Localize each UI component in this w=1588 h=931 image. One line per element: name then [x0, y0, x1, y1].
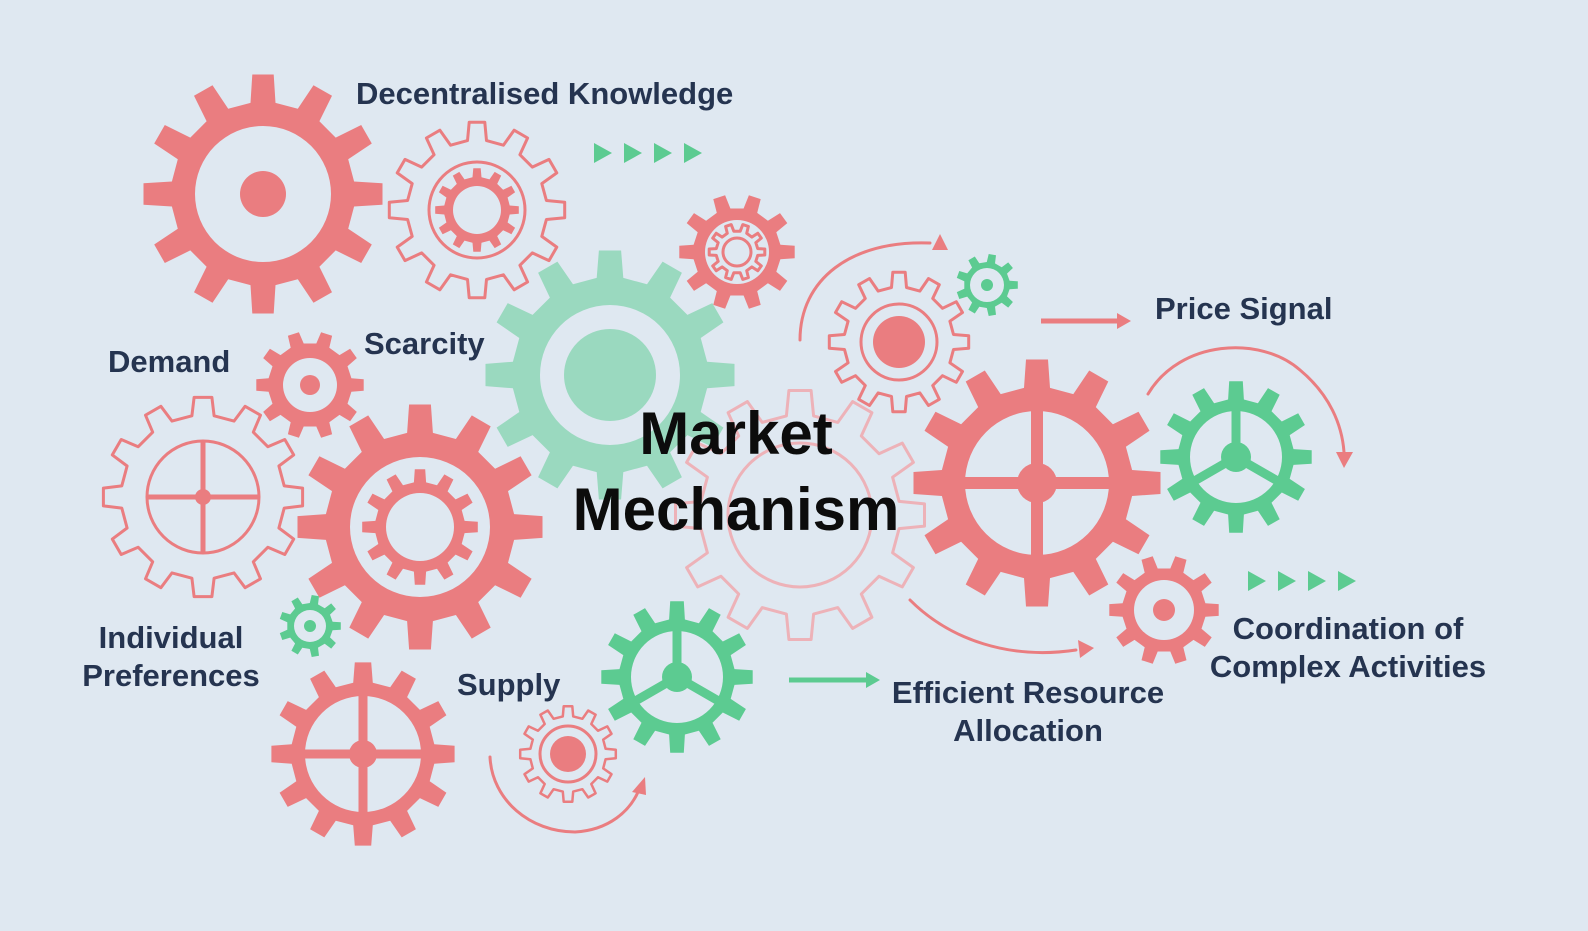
gear-icon — [256, 332, 364, 438]
diagram-title: Market Mechanism — [536, 396, 936, 548]
label-individual-preferences-line1: Individual — [98, 620, 244, 655]
label-efficient-line2: Allocation — [953, 713, 1103, 748]
label-supply: Supply — [457, 667, 561, 702]
label-individual-preferences: Individual Preferences — [66, 619, 276, 695]
gear-cluster-back — [485, 250, 926, 641]
gear-icon — [485, 250, 735, 500]
play-chevron-icon — [1248, 571, 1356, 591]
label-coordination-line2: Complex Activities — [1209, 649, 1487, 684]
label-efficient-resource-allocation: Efficient Resource Allocation — [878, 674, 1178, 750]
gear-icon — [297, 404, 543, 650]
gear-icon — [1109, 556, 1219, 664]
arrow-icon — [488, 755, 646, 834]
gear-cluster — [101, 74, 1312, 846]
gear-icon — [674, 389, 926, 641]
gear-icon — [518, 704, 618, 804]
arrow-icon — [1041, 313, 1131, 329]
gear-icon — [143, 74, 383, 314]
gear-icon — [387, 120, 567, 300]
label-individual-preferences-line2: Preferences — [82, 658, 260, 693]
label-demand: Demand — [108, 344, 231, 379]
arrow-icon — [1146, 346, 1353, 468]
label-scarcity: Scarcity — [364, 326, 485, 361]
gear-icon — [707, 223, 767, 281]
gear-icon — [271, 662, 455, 846]
gear-icon — [601, 601, 753, 753]
gear-icon — [362, 469, 478, 585]
gear-icon — [1160, 381, 1312, 533]
title-line1: Market — [639, 400, 833, 467]
arrow-icon — [798, 234, 948, 342]
arrows-and-chevrons — [488, 143, 1356, 834]
label-price-signal: Price Signal — [1155, 291, 1333, 326]
label-decentralised-knowledge: Decentralised Knowledge — [356, 76, 734, 111]
gear-icon — [435, 168, 519, 252]
gear-icon — [279, 595, 341, 657]
arrow-icon — [789, 672, 880, 688]
label-coordination: Coordination of Complex Activities — [1198, 610, 1498, 686]
gear-icon — [956, 254, 1018, 316]
gear-icon — [827, 270, 971, 414]
label-efficient-line1: Efficient Resource — [891, 675, 1165, 710]
play-chevron-icon — [594, 143, 702, 163]
gear-icon — [913, 359, 1161, 607]
gear-icon — [679, 195, 795, 309]
label-coordination-line1: Coordination of — [1232, 611, 1464, 646]
gear-icon — [101, 395, 305, 599]
arrow-icon — [908, 598, 1094, 658]
title-line2: Mechanism — [572, 476, 900, 543]
